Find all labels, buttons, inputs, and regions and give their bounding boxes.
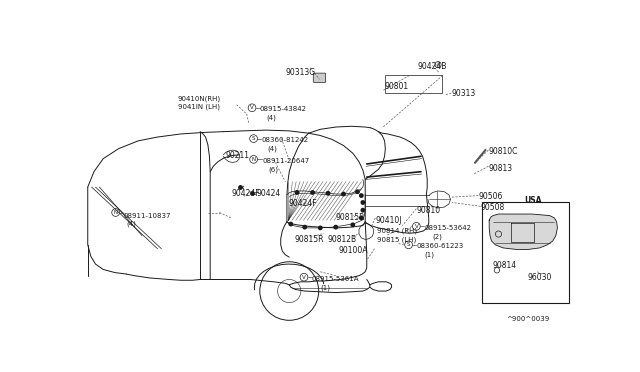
Text: 08360-81242: 08360-81242 [261,137,308,143]
Circle shape [334,225,337,229]
Text: 90810: 90810 [417,206,440,215]
Text: 90424: 90424 [257,189,281,198]
Circle shape [361,201,365,204]
Text: USA: USA [524,196,541,205]
Text: (6): (6) [268,166,278,173]
Circle shape [295,191,299,194]
Text: 08915-43842: 08915-43842 [260,106,307,112]
Polygon shape [489,214,557,250]
Text: 90424F: 90424F [232,189,260,198]
Text: 90814: 90814 [492,261,516,270]
Text: 90812B: 90812B [328,235,357,244]
Text: (2): (2) [433,233,442,240]
Circle shape [303,225,307,229]
Text: V: V [250,105,254,110]
Text: 9041IN (LH): 9041IN (LH) [178,103,220,110]
FancyBboxPatch shape [313,73,326,82]
Text: 90424F: 90424F [289,199,317,208]
Text: 90410N(RH): 90410N(RH) [178,96,221,102]
FancyBboxPatch shape [482,202,569,302]
Circle shape [360,216,363,219]
Text: S: S [407,242,410,247]
Text: 08915-5361A: 08915-5361A [312,276,359,282]
Text: V: V [302,275,306,280]
Circle shape [342,192,345,196]
Circle shape [289,222,292,226]
Text: (4): (4) [268,145,277,152]
Text: 90815R: 90815R [336,213,365,222]
Text: 90813: 90813 [488,164,513,173]
Text: 96030: 96030 [528,273,552,282]
Text: 90801: 90801 [385,81,409,91]
Text: 90313: 90313 [451,89,476,98]
Text: 90211: 90211 [226,151,250,160]
Text: 90424B: 90424B [417,62,447,71]
Text: (1): (1) [424,252,434,258]
Text: 90815 (LH): 90815 (LH) [377,236,416,243]
Circle shape [356,190,359,193]
Text: ^900^0039: ^900^0039 [506,317,550,323]
Text: 90506: 90506 [478,192,503,202]
Text: 90810C: 90810C [488,147,518,156]
Circle shape [351,223,355,227]
Text: (4): (4) [266,115,276,121]
Text: 90815R: 90815R [294,235,324,244]
Text: S: S [252,136,255,141]
Text: 90100A: 90100A [339,246,369,256]
Text: N: N [252,157,255,162]
Circle shape [360,194,363,197]
Text: N: N [113,210,118,215]
Text: V: V [415,224,418,229]
Text: 08915-53642: 08915-53642 [424,225,471,231]
Text: 90814 (RH): 90814 (RH) [377,228,417,234]
Text: 08911-20647: 08911-20647 [262,158,309,164]
Text: 90313G: 90313G [285,68,316,77]
Text: (1): (1) [320,284,330,291]
Circle shape [361,208,365,212]
Text: 08360-61223: 08360-61223 [417,243,463,249]
Text: 08911-10837: 08911-10837 [124,212,171,218]
Circle shape [311,191,314,194]
FancyBboxPatch shape [385,75,442,93]
Circle shape [326,192,330,195]
Text: (4): (4) [127,221,136,227]
Text: 90508: 90508 [481,203,505,212]
Text: 90410J: 90410J [375,216,402,225]
Circle shape [319,226,322,230]
